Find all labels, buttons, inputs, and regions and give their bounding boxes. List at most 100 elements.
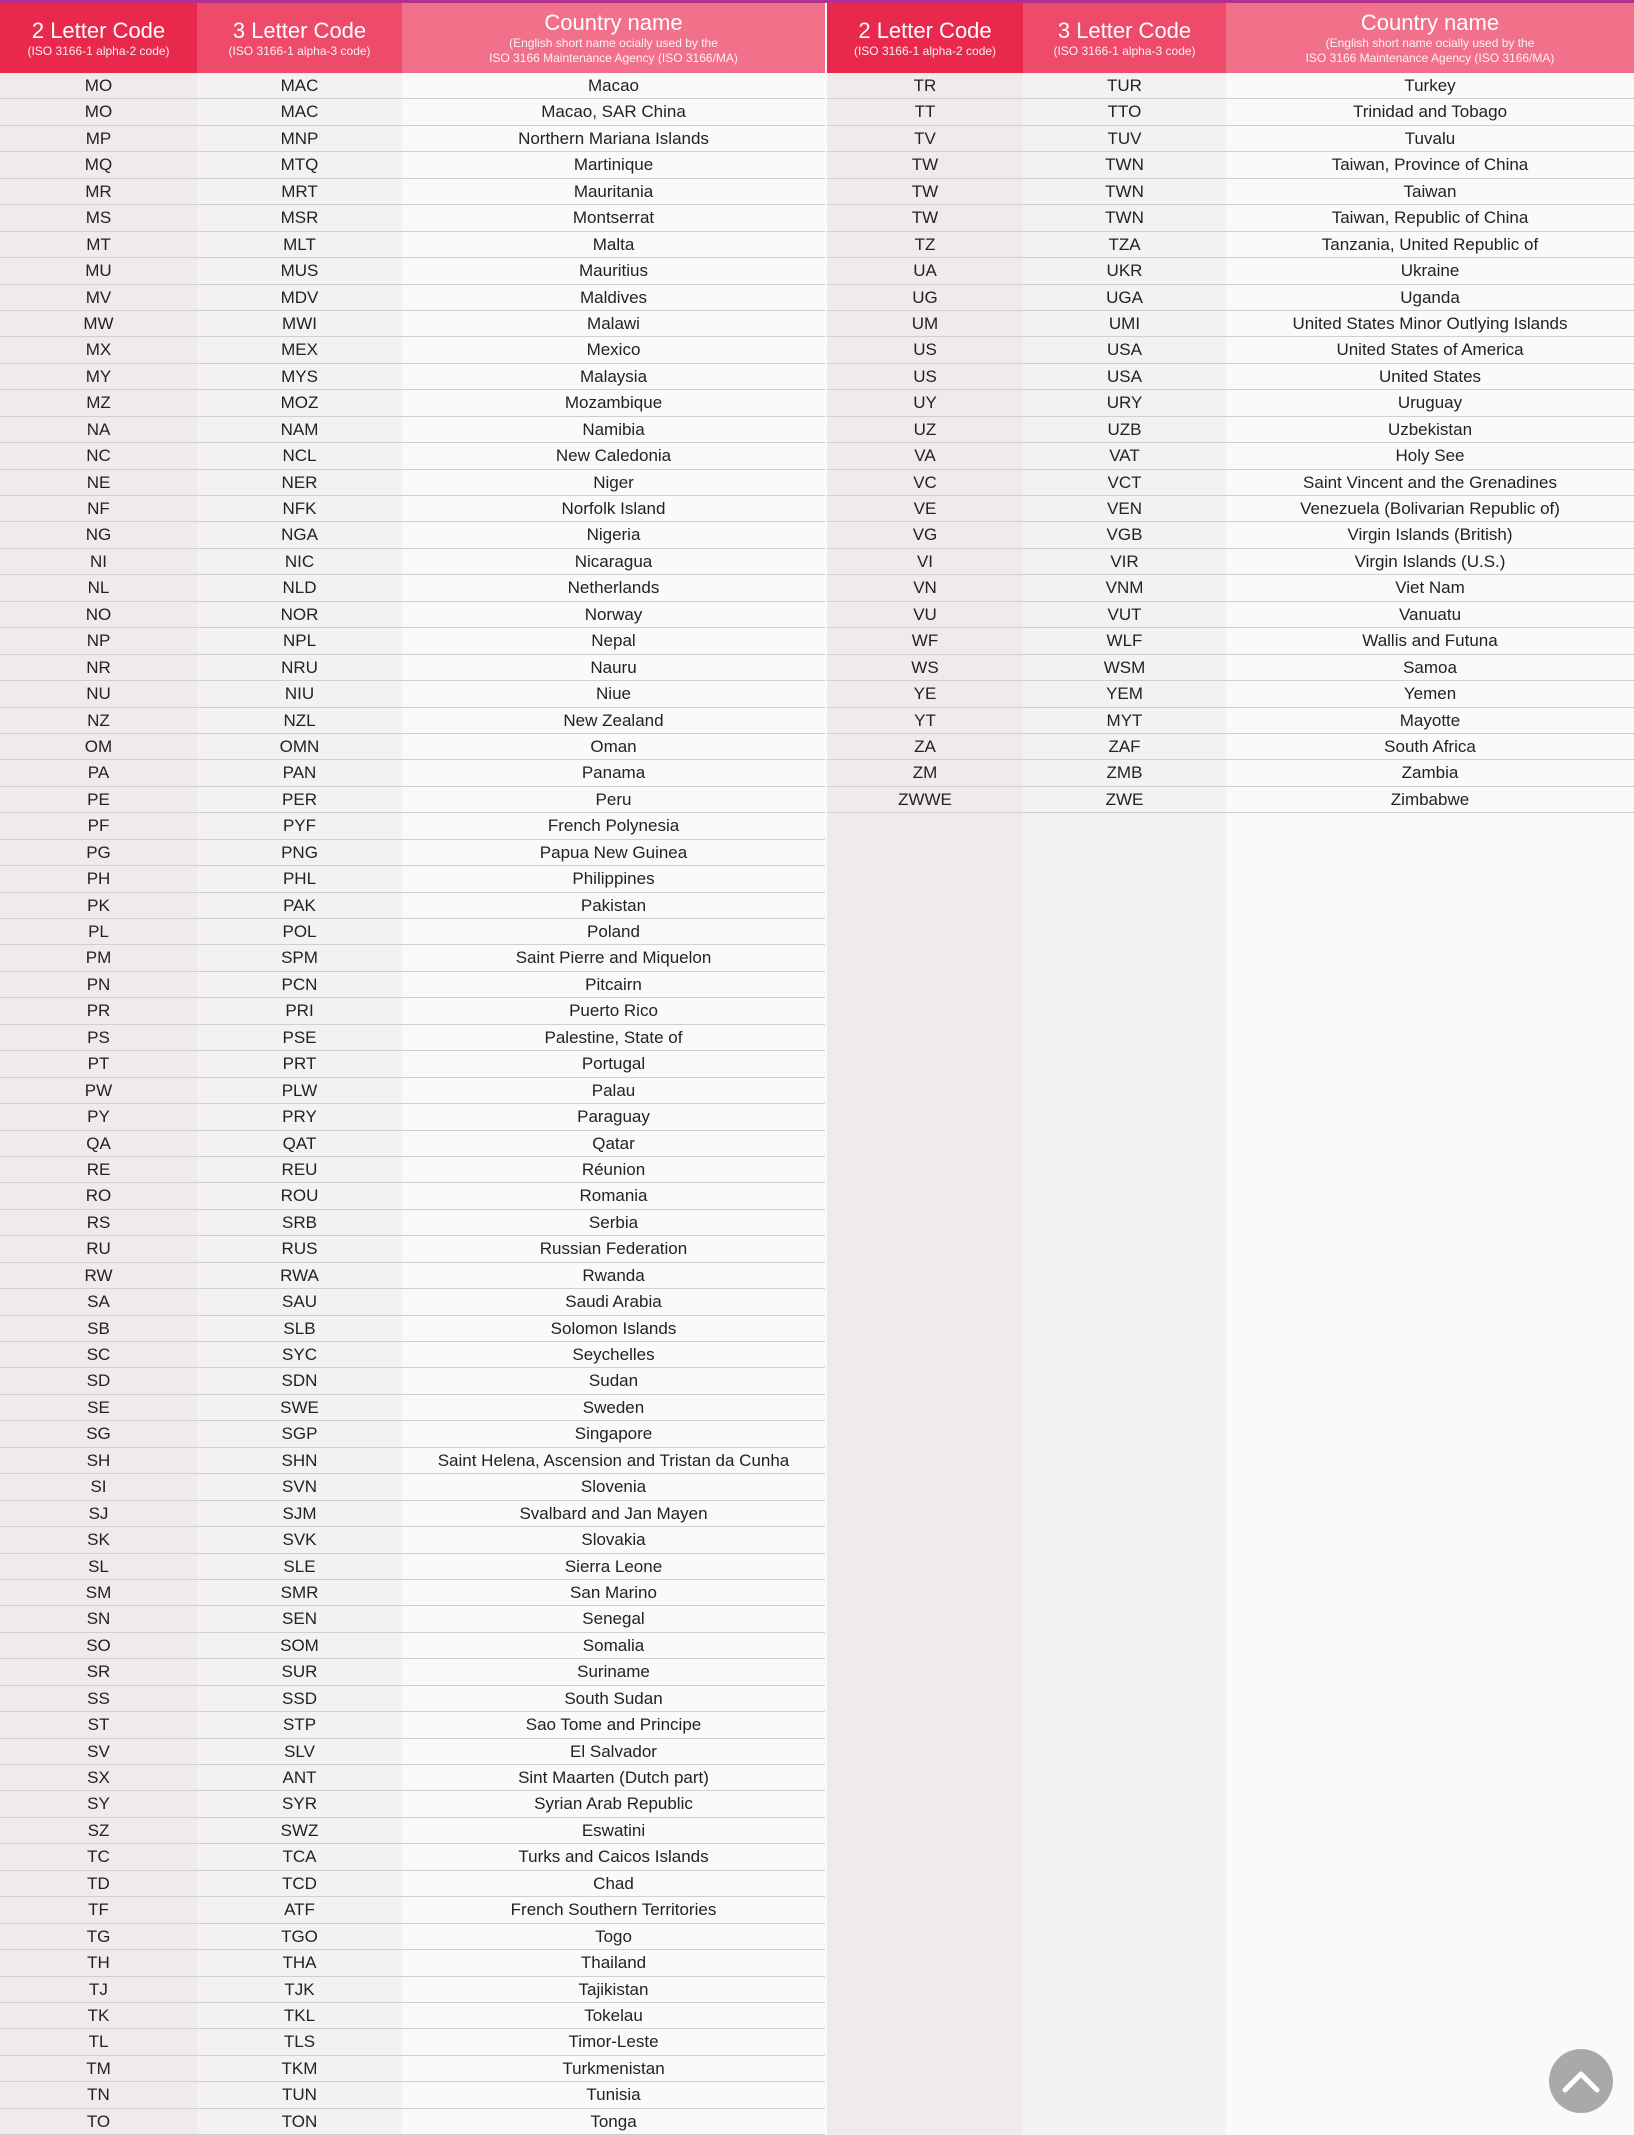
country-name-cell: Niue	[402, 681, 825, 707]
alpha-2-code-cell: NG	[0, 522, 197, 548]
alpha-3-code-cell: NIU	[197, 681, 402, 707]
country-name-cell: Sint Maarten (Dutch part)	[402, 1765, 825, 1791]
country-name-cell: Mauritius	[402, 258, 825, 284]
country-name-cell: Timor-Leste	[402, 2029, 825, 2055]
country-name-cell: Thailand	[402, 1950, 825, 1976]
country-name-cell: New Zealand	[402, 707, 825, 733]
country-name-cell: Tunisia	[402, 2082, 825, 2108]
country-name-cell: Virgin Islands (British)	[1226, 522, 1634, 548]
alpha-3-code-cell: PAN	[197, 760, 402, 786]
country-name-cell: Malaysia	[402, 363, 825, 390]
alpha-3-code-cell: SYR	[197, 1791, 402, 1817]
country-name-cell: Norway	[402, 601, 825, 628]
table-row: MW MWI Malawi	[0, 310, 825, 338]
header-3-letter-code: 3 Letter Code (ISO 3166-1 alpha-3 code)	[197, 3, 402, 73]
alpha-2-code-cell: VE	[827, 496, 1023, 522]
table-row: SL SLE Sierra Leone	[0, 1553, 825, 1580]
alpha-2-code-cell: UZ	[827, 416, 1023, 443]
table-row: RE REU Réunion	[0, 1156, 825, 1184]
table-row: VN VNM Viet Nam	[827, 575, 1634, 602]
alpha-2-code-cell: NZ	[0, 707, 197, 733]
table-row: TW TWN Taiwan, Province of China	[827, 152, 1634, 179]
alpha-2-code-cell: SI	[0, 1474, 197, 1500]
alpha-2-code-cell: NI	[0, 548, 197, 575]
table-header: 2 Letter Code (ISO 3166-1 alpha-2 code) 3 …	[0, 3, 825, 73]
table-row: NL NLD Netherlands	[0, 575, 825, 602]
table-row: RW RWA Rwanda	[0, 1262, 825, 1290]
table-row: ZWWE ZWE Zimbabwe	[827, 786, 1634, 814]
table-row: PS PSE Palestine, State of	[0, 1024, 825, 1052]
alpha-2-code-cell: RU	[0, 1236, 197, 1262]
header-title: 2 Letter Code	[31, 17, 166, 43]
country-name-cell: Tajikistan	[402, 1976, 825, 2002]
alpha-2-code-cell: TR	[827, 73, 1023, 99]
country-name-cell: Sierra Leone	[402, 1553, 825, 1579]
table-row: MS MSR Montserrat	[0, 205, 825, 232]
alpha-3-code-cell: SRB	[197, 1209, 402, 1236]
alpha-2-code-cell: US	[827, 363, 1023, 390]
scroll-to-top-button[interactable]	[1549, 2049, 1613, 2113]
alpha-3-code-cell: SVK	[197, 1527, 402, 1553]
alpha-2-code-cell: SY	[0, 1791, 197, 1817]
table-row: TL TLS Timor-Leste	[0, 2029, 825, 2056]
alpha-3-code-cell: VEN	[1023, 496, 1226, 522]
alpha-3-code-cell: TTO	[1023, 99, 1226, 125]
chevron-up-icon	[1562, 2071, 1600, 2093]
country-name-cell: Mauritania	[402, 178, 825, 205]
table-row: SZ SWZ Eswatini	[0, 1817, 825, 1845]
country-name-cell: Nepal	[402, 628, 825, 654]
alpha-2-code-cell: SM	[0, 1579, 197, 1606]
header-subtitle: (English short name ocially used by the	[1325, 36, 1535, 50]
country-name-cell: Viet Nam	[1226, 575, 1634, 601]
table-row: NC NCL New Caledonia	[0, 443, 825, 470]
country-name-cell: Chad	[402, 1870, 825, 1897]
alpha-2-code-cell: ZM	[827, 760, 1023, 786]
table-row: TR TUR Turkey	[827, 73, 1634, 100]
country-name-cell: Taiwan, Republic of China	[1226, 205, 1634, 231]
alpha-2-code-cell: SD	[0, 1368, 197, 1394]
table-row: PT PRT Portugal	[0, 1051, 825, 1078]
alpha-3-code-cell: TWN	[1023, 178, 1226, 205]
header-subtitle: (ISO 3166-1 alpha-3 code)	[228, 43, 371, 58]
alpha-2-code-cell: SE	[0, 1394, 197, 1421]
table-row: VA VAT Holy See	[827, 443, 1634, 470]
alpha-3-code-cell: ATF	[197, 1897, 402, 1923]
alpha-2-code-cell: PA	[0, 760, 197, 786]
table-row: VG VGB Virgin Islands (British)	[827, 522, 1634, 549]
table-body: MO MAC Macao MO MAC Macao, SAR China MP MNP Nort…	[0, 73, 825, 2135]
table-row: NE NER Niger	[0, 469, 825, 496]
alpha-2-code-cell: MP	[0, 125, 197, 152]
table-row: SD SDN Sudan	[0, 1368, 825, 1395]
table-row: TZ TZA Tanzania, United Republic of	[827, 231, 1634, 259]
top-accent-line	[0, 0, 1634, 3]
alpha-3-code-cell: VCT	[1023, 469, 1226, 495]
alpha-2-code-cell: TG	[0, 1923, 197, 1950]
country-name-cell: Portugal	[402, 1051, 825, 1077]
country-name-cell: Vanuatu	[1226, 601, 1634, 628]
alpha-3-code-cell: TCA	[197, 1844, 402, 1870]
alpha-3-code-cell: PYF	[197, 813, 402, 839]
alpha-2-code-cell: SR	[0, 1659, 197, 1685]
table-row: ZM ZMB Zambia	[827, 760, 1634, 787]
table-row: NA NAM Namibia	[0, 416, 825, 444]
alpha-3-code-cell: MYT	[1023, 707, 1226, 733]
country-name-cell: Tokelau	[402, 2002, 825, 2029]
table-row: MX MEX Mexico	[0, 337, 825, 364]
alpha-3-code-cell: NCL	[197, 443, 402, 469]
alpha-2-code-cell: PY	[0, 1104, 197, 1130]
table-row: TK TKL Tokelau	[0, 2002, 825, 2030]
header-2-letter-code: 2 Letter Code (ISO 3166-1 alpha-2 code)	[0, 3, 197, 73]
table-row: SY SYR Syrian Arab Republic	[0, 1791, 825, 1818]
table-row: NR NRU Nauru	[0, 654, 825, 682]
header-subtitle: (English short name ocially used by the	[509, 36, 718, 50]
alpha-2-code-cell: VI	[827, 548, 1023, 575]
table-row: SC SYC Seychelles	[0, 1342, 825, 1369]
header-subtitle: (ISO 3166-1 alpha-2 code)	[27, 43, 170, 58]
alpha-3-code-cell: VNM	[1023, 575, 1226, 601]
country-name-cell: Senegal	[402, 1606, 825, 1632]
alpha-2-code-cell: SO	[0, 1632, 197, 1659]
alpha-3-code-cell: TZA	[1023, 231, 1226, 258]
country-name-cell: Trinidad and Tobago	[1226, 99, 1634, 125]
country-name-cell: Poland	[402, 919, 825, 945]
table-row: PF PYF French Polynesia	[0, 813, 825, 840]
